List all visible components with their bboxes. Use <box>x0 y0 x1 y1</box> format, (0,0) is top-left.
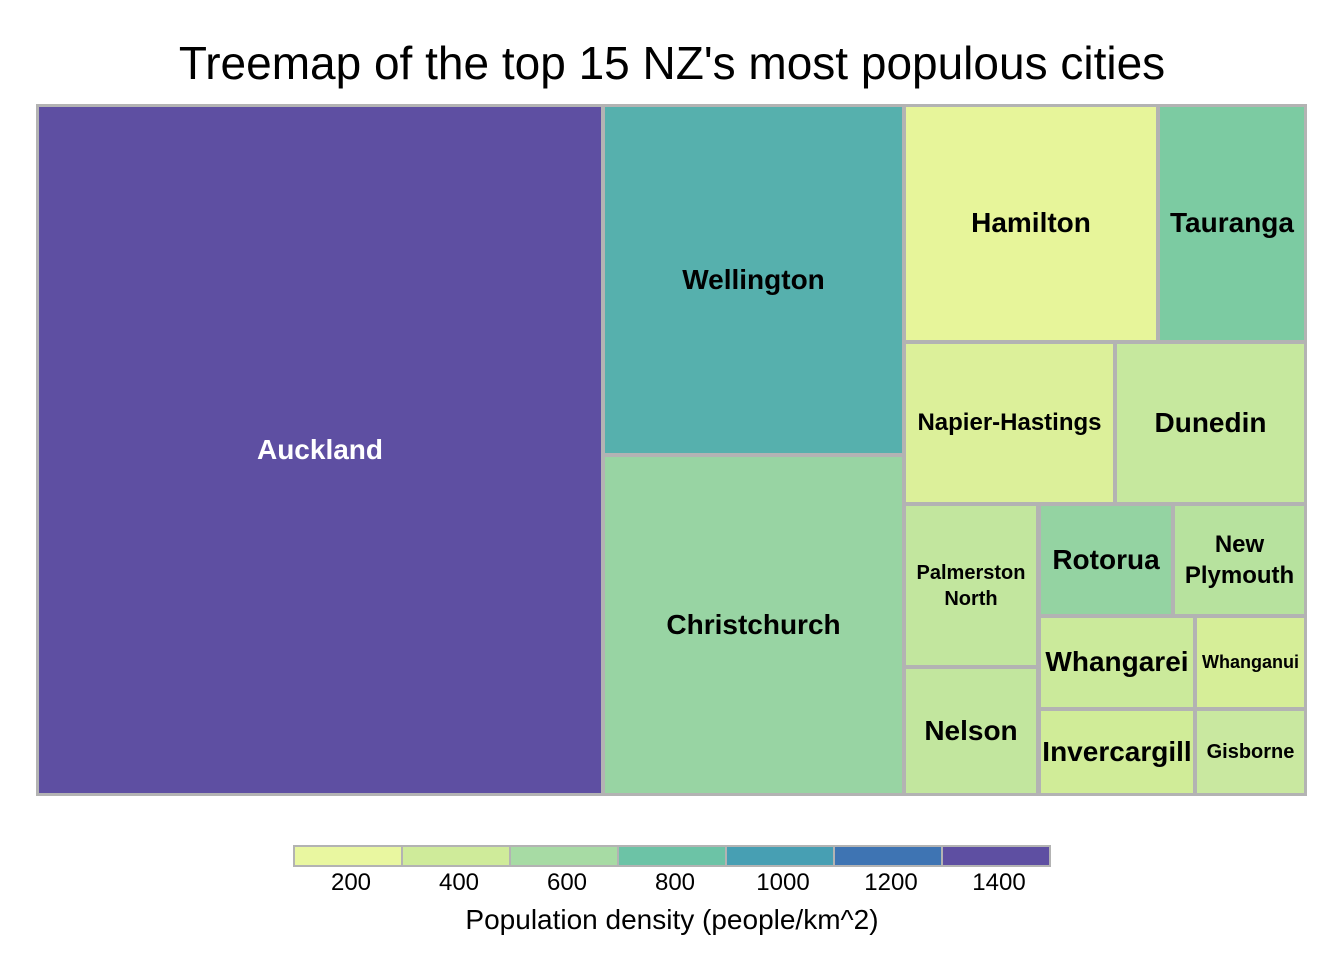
cell-label: New Plymouth <box>1184 530 1295 589</box>
legend-title: Population density (people/km^2) <box>465 904 879 935</box>
treemap-cell-whangarei: Whangarei <box>1041 618 1193 707</box>
legend-swatch <box>835 847 941 865</box>
cell-label: Hamilton <box>971 207 1091 239</box>
legend-swatch <box>403 847 509 865</box>
legend-tick-label: 1000 <box>756 869 810 896</box>
legend-tick-label: 1400 <box>972 869 1026 896</box>
legend-swatch <box>295 847 401 865</box>
treemap-cell-christchurch: Christchurch <box>605 457 902 793</box>
treemap-cell-tauranga: Tauranga <box>1160 107 1304 340</box>
legend-tick-label: 800 <box>654 869 696 896</box>
cell-label: Palmerston North <box>916 561 1026 610</box>
treemap-cell-new-plymouth: New Plymouth <box>1175 506 1304 614</box>
cell-label: Whanganui <box>1202 651 1299 672</box>
treemap-cell-dunedin: Dunedin <box>1117 344 1304 502</box>
legend-tick-label: 400 <box>438 869 480 896</box>
legend-tick-label: 600 <box>546 869 588 896</box>
treemap-cell-invercargill: Invercargill <box>1041 711 1193 793</box>
cell-label: Napier-Hastings <box>917 409 1102 437</box>
legend-swatch <box>727 847 833 865</box>
treemap-cell-rotorua: Rotorua <box>1041 506 1171 614</box>
cell-label: Rotorua <box>1052 543 1160 575</box>
legend-swatch <box>511 847 617 865</box>
treemap-cell-hamilton: Hamilton <box>906 107 1156 340</box>
legend-tick-label: 200 <box>330 869 372 896</box>
cell-label: Gisborne <box>1206 741 1295 763</box>
color-legend-bar <box>293 845 1051 867</box>
cell-label: Wellington <box>682 263 825 295</box>
cell-label: Invercargill <box>1042 735 1192 767</box>
treemap-cell-napier-hastings: Napier-Hastings <box>906 344 1113 502</box>
legend-swatch <box>943 847 1049 865</box>
cell-label: Dunedin <box>1154 406 1267 438</box>
legend-tick-label: 1200 <box>864 869 918 896</box>
cell-label: Auckland <box>256 433 384 465</box>
treemap-cell-gisborne: Gisborne <box>1197 711 1304 793</box>
cell-label: Tauranga <box>1170 207 1294 239</box>
cell-label: Whangarei <box>1045 646 1189 678</box>
cell-label: Nelson <box>924 714 1018 746</box>
treemap-cell-whanganui: Whanganui <box>1197 618 1304 707</box>
treemap-cell-auckland: Auckland <box>39 107 601 793</box>
treemap-cell-nelson: Nelson <box>906 669 1036 793</box>
chart-title: Treemap of the top 15 NZ's most populous… <box>178 37 1166 89</box>
treemap-cell-palmerston-north: Palmerston North <box>906 506 1036 665</box>
legend-swatch <box>619 847 725 865</box>
cell-label: Christchurch <box>666 608 841 640</box>
treemap-cell-wellington: Wellington <box>605 107 902 453</box>
